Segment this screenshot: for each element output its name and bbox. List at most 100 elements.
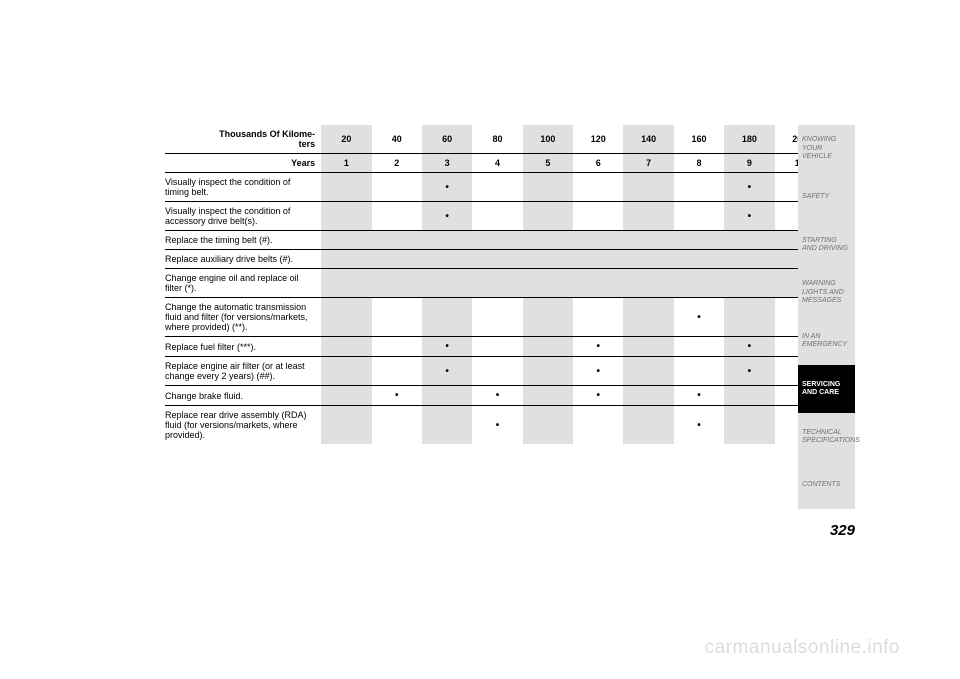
maintenance-cell: • — [472, 406, 522, 445]
checkmark-dot: • — [496, 420, 500, 431]
maintenance-cell — [523, 202, 573, 231]
header-years-label: Years — [165, 154, 321, 173]
maintenance-cell — [523, 406, 573, 445]
maintenance-cell — [724, 298, 774, 337]
header-km-value: 140 — [623, 125, 673, 154]
checkmark-dot: • — [748, 341, 752, 352]
checkmark-dot: • — [445, 366, 449, 377]
maintenance-item-label: Visually inspect the condition of access… — [165, 202, 321, 231]
sidebar-tab[interactable]: STARTING AND DRIVING — [798, 221, 855, 269]
maintenance-item-label: Change the automatic transmission fluid … — [165, 298, 321, 337]
checkmark-dot: • — [596, 390, 600, 401]
maintenance-cell — [321, 202, 371, 231]
header-km-value: 60 — [422, 125, 472, 154]
maintenance-cell — [372, 173, 422, 202]
maintenance-item-label: Visually inspect the condition of timing… — [165, 173, 321, 202]
sidebar-tab[interactable]: IN AN EMERGENCY — [798, 317, 855, 365]
maintenance-cell — [523, 386, 573, 406]
maintenance-cell — [321, 386, 371, 406]
maintenance-cell: • — [573, 386, 623, 406]
maintenance-cell — [372, 202, 422, 231]
maintenance-cell — [724, 406, 774, 445]
maintenance-cell: • — [674, 298, 724, 337]
maintenance-cell — [573, 173, 623, 202]
maintenance-cell — [372, 298, 422, 337]
header-km-value: 100 — [523, 125, 573, 154]
header-km-value: 120 — [573, 125, 623, 154]
maintenance-cell — [623, 298, 673, 337]
sidebar-tabs: KNOWING YOUR VEHICLESAFETYSTARTING AND D… — [798, 125, 855, 509]
header-year-value: 2 — [372, 154, 422, 173]
maintenance-cell — [321, 337, 371, 357]
header-km-value: 40 — [372, 125, 422, 154]
header-km-value: 20 — [321, 125, 371, 154]
maintenance-cell — [472, 202, 522, 231]
maintenance-item-label: Replace the timing belt (#). — [165, 231, 321, 250]
header-km-value: 160 — [674, 125, 724, 154]
maintenance-cell: • — [724, 357, 774, 386]
checkmark-dot: • — [596, 366, 600, 377]
maintenance-cell: • — [573, 337, 623, 357]
header-year-value: 8 — [674, 154, 724, 173]
sidebar-tab[interactable]: SERVICING AND CARE — [798, 365, 855, 413]
maintenance-table: Thousands Of Kilome- ters204060801001201… — [165, 125, 825, 444]
maintenance-cell: • — [422, 202, 472, 231]
header-year-value: 3 — [422, 154, 472, 173]
checkmark-dot: • — [697, 312, 701, 323]
checkmark-dot: • — [445, 182, 449, 193]
checkmark-dot: • — [697, 420, 701, 431]
checkmark-dot: • — [395, 390, 399, 401]
header-year-value: 5 — [523, 154, 573, 173]
checkmark-dot: • — [445, 341, 449, 352]
maintenance-cell — [472, 357, 522, 386]
maintenance-cell — [573, 406, 623, 445]
maintenance-cell — [472, 337, 522, 357]
maintenance-cell — [674, 202, 724, 231]
maintenance-cell — [674, 173, 724, 202]
maintenance-item-label: Change brake fluid. — [165, 386, 321, 406]
watermark: carmanualsonline.info — [705, 637, 900, 659]
maintenance-cell — [623, 173, 673, 202]
maintenance-cell: • — [674, 386, 724, 406]
maintenance-cell — [321, 406, 371, 445]
maintenance-cell: • — [422, 337, 472, 357]
maintenance-cell: • — [724, 173, 774, 202]
maintenance-cell: • — [724, 337, 774, 357]
checkmark-dot: • — [445, 211, 449, 222]
checkmark-dot: • — [697, 390, 701, 401]
maintenance-cell — [724, 386, 774, 406]
maintenance-item-label: Replace auxiliary drive belts (#). — [165, 250, 321, 269]
sidebar-tab[interactable]: CONTENTS — [798, 461, 855, 509]
maintenance-cell — [472, 173, 522, 202]
maintenance-cell — [422, 298, 472, 337]
maintenance-cell — [623, 406, 673, 445]
maintenance-cell — [523, 298, 573, 337]
checkmark-dot: • — [496, 390, 500, 401]
maintenance-item-label: Change engine oil and replace oil filter… — [165, 269, 321, 298]
sidebar-tab[interactable]: KNOWING YOUR VEHICLE — [798, 125, 855, 173]
header-km-value: 80 — [472, 125, 522, 154]
checkmark-dot: • — [748, 366, 752, 377]
maintenance-cell — [623, 202, 673, 231]
merged-cell — [321, 269, 825, 298]
maintenance-cell — [321, 173, 371, 202]
maintenance-cell — [321, 357, 371, 386]
maintenance-cell — [523, 357, 573, 386]
checkmark-dot: • — [596, 341, 600, 352]
maintenance-cell: • — [472, 386, 522, 406]
maintenance-cell: • — [573, 357, 623, 386]
maintenance-item-label: Replace engine air filter (or at least c… — [165, 357, 321, 386]
sidebar-tab[interactable]: SAFETY — [798, 173, 855, 221]
maintenance-table-container: Thousands Of Kilome- ters204060801001201… — [165, 125, 825, 444]
maintenance-cell — [422, 386, 472, 406]
maintenance-cell — [573, 202, 623, 231]
maintenance-cell — [372, 337, 422, 357]
maintenance-cell — [623, 357, 673, 386]
header-year-value: 9 — [724, 154, 774, 173]
maintenance-cell — [623, 386, 673, 406]
sidebar-tab[interactable]: TECHNICAL SPECIFICATIONS — [798, 413, 855, 461]
header-year-value: 7 — [623, 154, 673, 173]
header-kilometers-label: Thousands Of Kilome- ters — [165, 125, 321, 154]
maintenance-cell — [372, 357, 422, 386]
sidebar-tab[interactable]: WARNING LIGHTS AND MESSAGES — [798, 269, 855, 317]
